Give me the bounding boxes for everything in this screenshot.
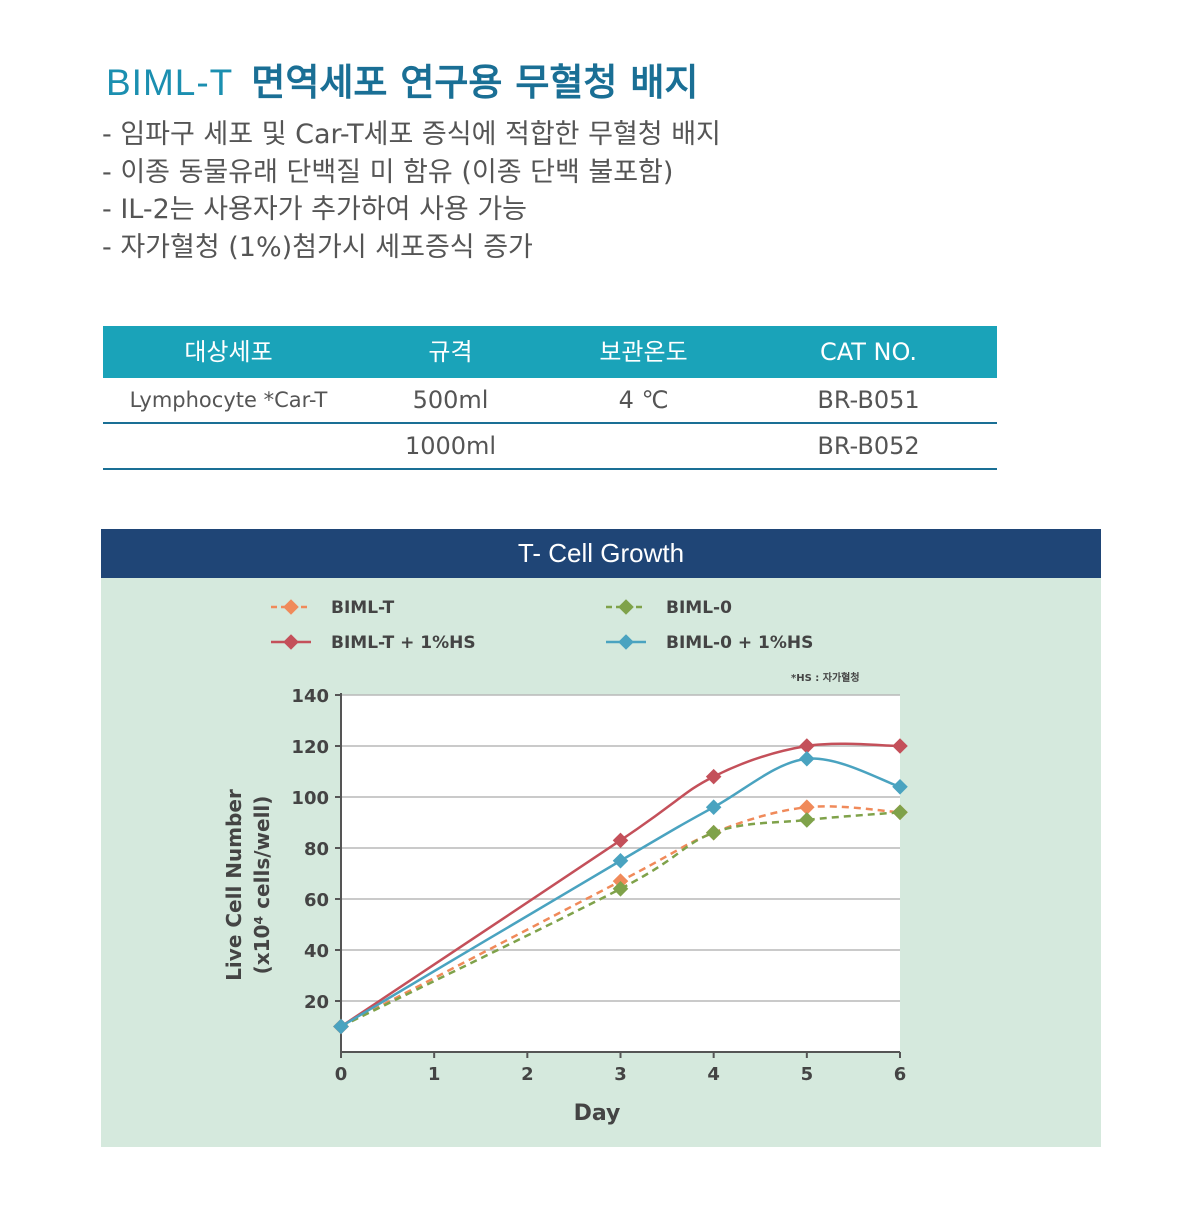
legend: BIML-T BIML-0 BIML-T + 1%HS BIML-0 + 1%HS (271, 598, 813, 653)
legend-label: BIML-T + 1%HS (331, 633, 476, 653)
brand-name: BIML-T (106, 62, 234, 103)
cell-temp (547, 424, 740, 468)
y-axis-label: Live Cell Number (222, 789, 246, 981)
product-subtitle: 면역세포 연구용 무혈청 배지 (251, 61, 699, 104)
cell-target: Lymphocyte *Car-T (129, 388, 328, 412)
y-axis-label-group: Live Cell Number (x10⁴ cells/well) (222, 789, 274, 981)
legend-label: BIML-T (331, 598, 395, 618)
series-line (340, 805, 901, 1028)
axes: 20 40 60 80 100 120 140 0 1 2 3 4 5 6 (291, 686, 906, 1085)
legend-marker (283, 634, 299, 650)
header-storage-temp: 보관온도 (599, 338, 688, 366)
y-tick-label: 80 (304, 839, 329, 860)
legend-marker (618, 634, 634, 650)
x-tick-label: 5 (801, 1064, 814, 1085)
header-volume: 규격 (428, 338, 473, 366)
legend-marker (618, 599, 634, 615)
x-tick-label: 2 (521, 1064, 534, 1085)
y-tick-label: 120 (291, 737, 329, 758)
header-cat-no: CAT NO. (819, 338, 918, 366)
y-axis-unit: (x10⁴ cells/well) (250, 796, 274, 975)
feature-item: - IL-2는 사용자가 추가하여 사용 가능 (102, 194, 528, 225)
spec-table: 대상세포 규격 보관온도 CAT NO. Lymphocyte *Car-T 5… (103, 326, 997, 470)
series-line (340, 811, 901, 1028)
data-point (705, 768, 722, 785)
x-tick-label: 1 (428, 1064, 441, 1085)
chart-panel: T- Cell Growth 20 40 60 80 100 120 140 0 1 2 3 4 5 6 … (101, 529, 1101, 1147)
table-row: 1000ml BR-B052 (103, 424, 997, 470)
cell-target (103, 424, 354, 468)
legend-label: BIML-0 + 1%HS (666, 633, 813, 653)
y-tick-label: 100 (291, 788, 329, 809)
feature-item: - 이종 동물유래 단백질 미 함유 (이종 단백 불포함) (102, 156, 674, 188)
hs-note: *HS : 자가혈청 (791, 671, 860, 684)
x-tick-label: 3 (614, 1064, 627, 1085)
y-tick-label: 60 (304, 890, 329, 911)
legend-marker (283, 599, 299, 615)
y-tick-label: 20 (304, 992, 329, 1013)
chart-title: T- Cell Growth (101, 529, 1101, 578)
y-tick-label: 40 (304, 941, 329, 962)
x-axis-label: Day (574, 1101, 621, 1126)
x-tick-label: 4 (707, 1064, 720, 1085)
page-title: BIML-T 면역세포 연구용 무혈청 배지 (106, 52, 698, 106)
data-point (612, 832, 629, 849)
data-point (705, 824, 722, 841)
y-tick-label: 140 (291, 686, 329, 707)
cell-cat-no: BR-B051 (817, 386, 920, 414)
cell-volume: 500ml (412, 386, 489, 414)
spec-table-header: 대상세포 규격 보관온도 CAT NO. (103, 326, 997, 378)
cell-cat-no: BR-B052 (817, 432, 920, 460)
series-line (340, 757, 901, 1028)
feature-item: - 임파구 세포 및 Car-T세포 증식에 적합한 무혈청 배지 (102, 119, 721, 150)
x-tick-label: 0 (335, 1064, 348, 1085)
x-tick-label: 6 (894, 1064, 907, 1085)
feature-list: - 임파구 세포 및 Car-T세포 증식에 적합한 무혈청 배지 - 이종 동… (102, 116, 721, 266)
cell-temp: 4 ℃ (618, 386, 669, 414)
feature-item: - 자가혈청 (1%)첨가시 세포증식 증가 (102, 231, 533, 263)
table-row: Lymphocyte *Car-T 500ml 4 ℃ BR-B051 (103, 378, 997, 424)
series-line (340, 742, 901, 1028)
header-target-cell: 대상세포 (184, 338, 273, 366)
legend-label: BIML-0 (666, 598, 732, 618)
cell-volume: 1000ml (404, 432, 497, 460)
